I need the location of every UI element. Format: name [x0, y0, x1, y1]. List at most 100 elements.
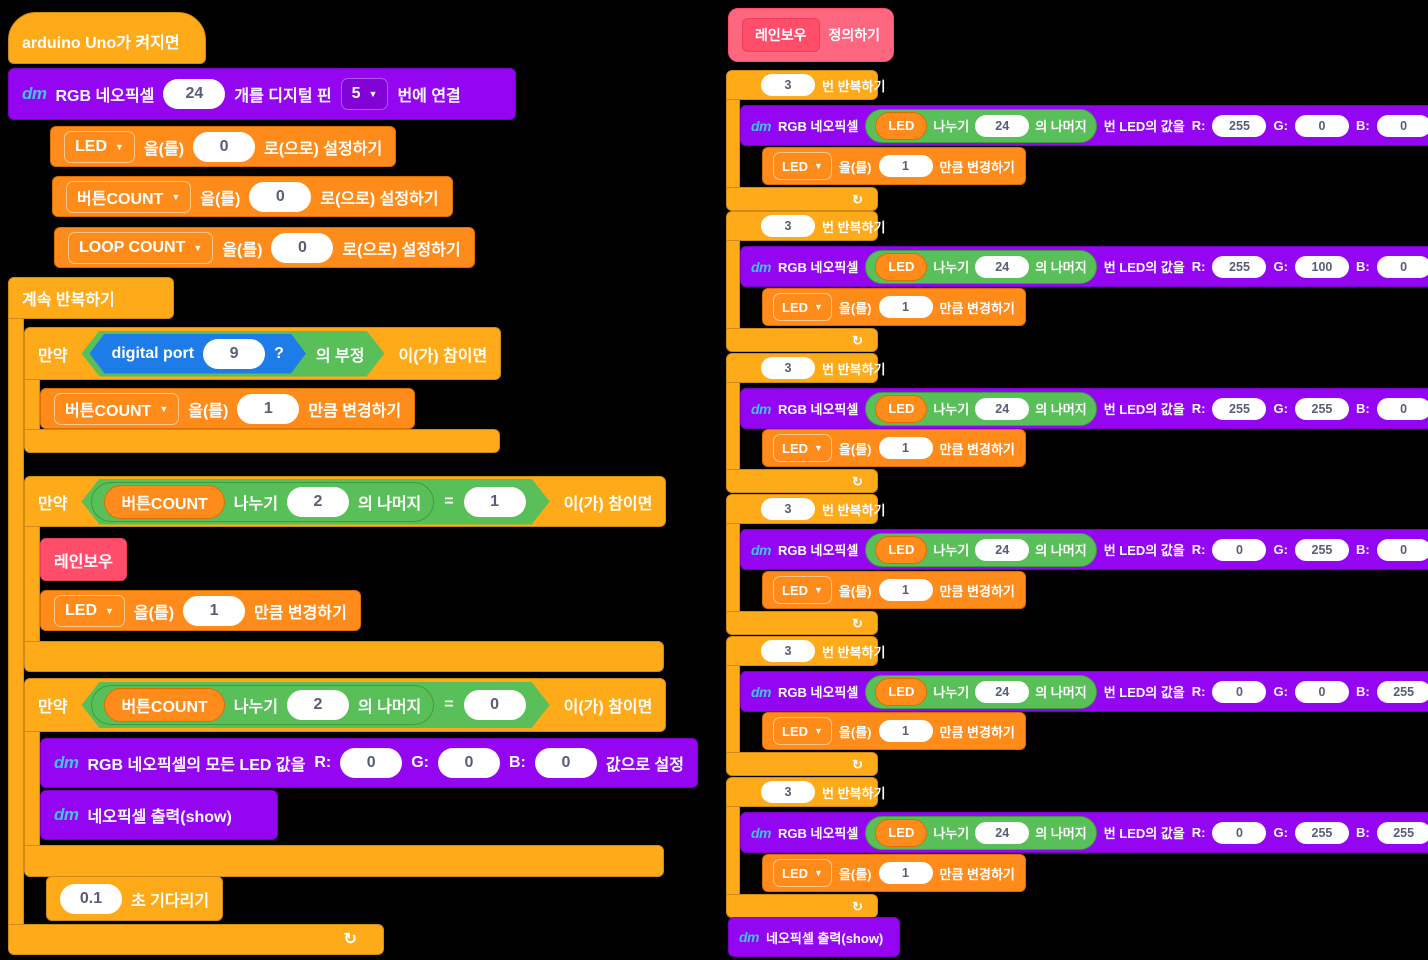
- divisor-input[interactable]: 24: [975, 538, 1030, 561]
- variable-led-chip[interactable]: LED: [875, 818, 928, 847]
- set-variable-block-buttoncount[interactable]: 버튼COUNT ▼ 을(를) 0 로(으로) 설정하기: [52, 176, 453, 217]
- mod-operator[interactable]: LED 나누기 24 의 나머지: [865, 391, 1097, 426]
- green-input[interactable]: 255: [1294, 821, 1349, 844]
- variable-dropdown[interactable]: LED ▼: [773, 293, 832, 321]
- red-input[interactable]: 255: [1212, 397, 1267, 420]
- change-variable-block-led[interactable]: LED ▼ 을(를) 1 만큼 변경하기: [762, 147, 1026, 185]
- blue-input[interactable]: 0: [1376, 114, 1428, 137]
- variable-dropdown[interactable]: LOOP COUNT ▼: [68, 231, 214, 264]
- divisor-input[interactable]: 24: [975, 255, 1030, 278]
- forever-block-header[interactable]: 계속 반복하기: [8, 277, 174, 319]
- equals-operator[interactable]: 버튼COUNT 나누기 2 의 나머지 = 1: [81, 479, 549, 525]
- red-input[interactable]: 0: [1212, 538, 1267, 561]
- repeat-block-header[interactable]: 3 번 반복하기: [726, 636, 885, 666]
- green-input[interactable]: 0: [1294, 114, 1349, 137]
- variable-buttoncount-chip[interactable]: 버튼COUNT: [104, 688, 224, 722]
- red-input[interactable]: 255: [1212, 114, 1267, 137]
- green-input[interactable]: 255: [1294, 538, 1349, 561]
- neopixel-set-led-block[interactable]: dm RGB 네오픽셀 LED 나누기 24 의 나머지 번 LED의 값을 R…: [740, 812, 1428, 853]
- equals-operator[interactable]: 버튼COUNT 나누기 2 의 나머지 = 0: [81, 682, 549, 728]
- change-variable-block-led[interactable]: LED ▼ 을(를) 1 만큼 변경하기: [762, 712, 1026, 750]
- blue-input[interactable]: 0: [1376, 255, 1428, 278]
- blue-input[interactable]: 0: [1376, 538, 1428, 561]
- compare-value-input[interactable]: 1: [464, 487, 526, 517]
- neopixel-connect-block[interactable]: dm RGB 네오픽셀 24 개를 디지털 핀 5 ▼ 번에 연결: [8, 68, 516, 120]
- digital-port-block[interactable]: digital port 9 ?: [89, 334, 305, 374]
- value-input[interactable]: 1: [183, 595, 246, 626]
- if-block-mod-equals-1[interactable]: 만약 버튼COUNT 나누기 2 의 나머지 = 1 이(가) 참이면: [24, 476, 667, 527]
- variable-dropdown[interactable]: LED ▼: [773, 576, 832, 604]
- mod-operator[interactable]: LED 나누기 24 의 나머지: [865, 815, 1097, 850]
- variable-dropdown[interactable]: LED ▼: [773, 859, 832, 887]
- repeat-block-header[interactable]: 3 번 반복하기: [726, 494, 885, 524]
- change-variable-block-led[interactable]: LED ▼ 을(를) 1 만큼 변경하기: [762, 429, 1026, 467]
- green-input[interactable]: 100: [1294, 255, 1349, 278]
- value-input[interactable]: 1: [237, 393, 300, 424]
- not-operator[interactable]: digital port 9 ? 의 부정: [81, 331, 384, 377]
- repeat-count-input[interactable]: 3: [761, 640, 815, 662]
- repeat-block-header[interactable]: 3 번 반복하기: [726, 70, 885, 100]
- value-input[interactable]: 0: [249, 181, 312, 212]
- value-input[interactable]: 1: [878, 720, 933, 742]
- red-input[interactable]: 0: [340, 748, 403, 778]
- set-variable-block-led[interactable]: LED ▼ 을(를) 0 로(으로) 설정하기: [50, 126, 397, 167]
- variable-led-chip[interactable]: LED: [875, 677, 928, 706]
- variable-dropdown[interactable]: LED ▼: [773, 434, 832, 462]
- change-variable-block-buttoncount[interactable]: 버튼COUNT ▼ 을(를) 1 만큼 변경하기: [40, 388, 416, 429]
- if-block-mod-equals-0[interactable]: 만약 버튼COUNT 나누기 2 의 나머지 = 0 이(가) 참이면: [24, 678, 667, 732]
- repeat-count-input[interactable]: 3: [761, 781, 815, 803]
- pin-dropdown[interactable]: 5 ▼: [340, 78, 389, 110]
- value-input[interactable]: 1: [878, 579, 933, 601]
- value-input[interactable]: 1: [878, 155, 933, 177]
- divisor-input[interactable]: 24: [975, 680, 1030, 703]
- change-variable-block-led[interactable]: LED ▼ 을(를) 1 만큼 변경하기: [762, 288, 1026, 326]
- compare-value-input[interactable]: 0: [464, 690, 526, 720]
- blue-input[interactable]: 255: [1376, 680, 1428, 703]
- variable-led-chip[interactable]: LED: [875, 252, 928, 281]
- variable-dropdown[interactable]: 버튼COUNT ▼: [66, 180, 192, 213]
- mod-operator[interactable]: LED 나누기 24 의 나머지: [865, 249, 1097, 284]
- red-input[interactable]: 255: [1212, 255, 1267, 278]
- variable-dropdown[interactable]: 버튼COUNT ▼: [54, 392, 180, 425]
- wait-seconds-input[interactable]: 0.1: [60, 883, 122, 914]
- mod-operator[interactable]: LED 나누기 24 의 나머지: [865, 108, 1097, 143]
- value-input[interactable]: 1: [878, 437, 933, 459]
- variable-led-chip[interactable]: LED: [875, 535, 928, 564]
- value-input[interactable]: 0: [193, 131, 256, 162]
- variable-dropdown[interactable]: LED ▼: [773, 717, 832, 745]
- repeat-count-input[interactable]: 3: [761, 215, 815, 237]
- change-variable-block-led[interactable]: LED ▼ 을(를) 1 만큼 변경하기: [762, 854, 1026, 892]
- neopixel-set-led-block[interactable]: dm RGB 네오픽셀 LED 나누기 24 의 나머지 번 LED의 값을 R…: [740, 388, 1428, 429]
- port-input[interactable]: 9: [203, 339, 265, 369]
- mod-operator[interactable]: LED 나누기 24 의 나머지: [865, 532, 1097, 567]
- mod-operator[interactable]: 버튼COUNT 나누기 2 의 나머지: [91, 482, 434, 522]
- divisor-input[interactable]: 2: [287, 690, 349, 720]
- value-input[interactable]: 0: [271, 232, 334, 263]
- change-variable-block-led[interactable]: LED ▼ 을(를) 1 만큼 변경하기: [762, 571, 1026, 609]
- divisor-input[interactable]: 24: [975, 397, 1030, 420]
- define-rainbow-hat-block[interactable]: 레인보우 정의하기: [728, 8, 895, 62]
- green-input[interactable]: 0: [438, 748, 500, 778]
- neopixel-set-led-block[interactable]: dm RGB 네오픽셀 LED 나누기 24 의 나머지 번 LED의 값을 R…: [740, 105, 1428, 146]
- repeat-count-input[interactable]: 3: [761, 357, 815, 379]
- rainbow-call-block[interactable]: 레인보우: [40, 538, 127, 581]
- variable-dropdown[interactable]: LED ▼: [64, 130, 135, 163]
- variable-buttoncount-chip[interactable]: 버튼COUNT: [104, 485, 224, 519]
- change-variable-block-led[interactable]: LED ▼ 을(를) 1 만큼 변경하기: [40, 590, 361, 631]
- neopixel-set-all-block[interactable]: dm RGB 네오픽셀의 모든 LED 값을 R: 0 G: 0 B: 0 값으…: [40, 738, 698, 788]
- neopixel-show-block[interactable]: dm 네오픽셀 출력(show): [40, 790, 278, 840]
- pixel-count-input[interactable]: 24: [163, 79, 226, 109]
- repeat-block-header[interactable]: 3 번 반복하기: [726, 353, 885, 383]
- variable-led-chip[interactable]: LED: [875, 394, 928, 423]
- neopixel-set-led-block[interactable]: dm RGB 네오픽셀 LED 나누기 24 의 나머지 번 LED의 값을 R…: [740, 529, 1428, 570]
- arduino-start-hat-block[interactable]: arduino Uno가 켜지면: [8, 12, 206, 64]
- neopixel-set-led-block[interactable]: dm RGB 네오픽셀 LED 나누기 24 의 나머지 번 LED의 값을 R…: [740, 246, 1428, 287]
- wait-block[interactable]: 0.1 초 기다리기: [46, 876, 224, 921]
- green-input[interactable]: 0: [1294, 680, 1349, 703]
- set-variable-block-loopcount[interactable]: LOOP COUNT ▼ 을(를) 0 로(으로) 설정하기: [54, 227, 475, 268]
- variable-dropdown[interactable]: LED ▼: [773, 152, 832, 180]
- repeat-count-input[interactable]: 3: [761, 74, 815, 96]
- blue-input[interactable]: 0: [534, 748, 597, 778]
- neopixel-show-block[interactable]: dm 네오픽셀 출력(show): [728, 917, 900, 957]
- divisor-input[interactable]: 24: [975, 114, 1030, 137]
